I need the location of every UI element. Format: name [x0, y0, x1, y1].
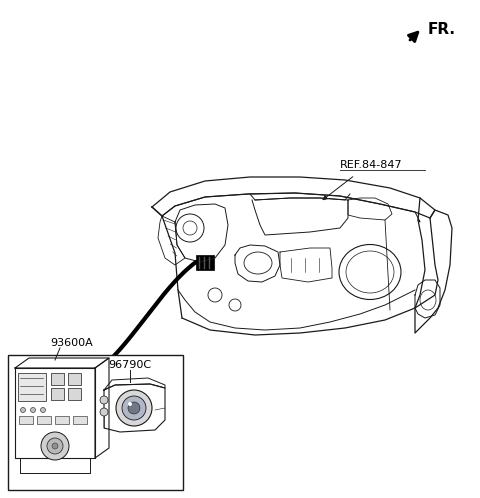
Circle shape [122, 396, 146, 420]
Bar [8, 355, 183, 490]
Bar [68, 388, 81, 400]
Bar [18, 373, 46, 401]
Bar [196, 255, 214, 270]
Bar [37, 416, 51, 424]
Bar [51, 388, 64, 400]
Bar [19, 416, 33, 424]
Circle shape [21, 407, 25, 412]
Circle shape [128, 402, 132, 406]
Circle shape [31, 407, 36, 412]
Circle shape [52, 443, 58, 449]
Text: FR.: FR. [428, 22, 456, 37]
Circle shape [41, 432, 69, 460]
Bar [68, 373, 81, 385]
Bar [55, 416, 69, 424]
Circle shape [100, 396, 108, 404]
Circle shape [128, 402, 140, 414]
Bar [51, 373, 64, 385]
Circle shape [100, 408, 108, 416]
Bar [73, 416, 87, 424]
Circle shape [116, 390, 152, 426]
Text: REF.84-847: REF.84-847 [340, 160, 403, 170]
Text: 93600A: 93600A [50, 338, 93, 348]
Text: 96790C: 96790C [108, 360, 151, 370]
Circle shape [47, 438, 63, 454]
Circle shape [40, 407, 46, 412]
